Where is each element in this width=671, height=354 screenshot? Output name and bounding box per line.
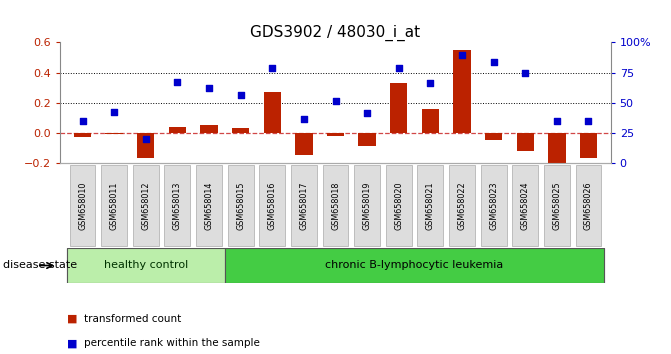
Point: [77, 118, 88, 124]
Point: [140, 136, 151, 142]
Text: transformed count: transformed count: [84, 314, 181, 324]
Bar: [201, 125, 217, 133]
Text: GSM658011: GSM658011: [109, 181, 119, 229]
Text: ■: ■: [67, 314, 78, 324]
Bar: [105, 133, 123, 134]
Text: GSM658017: GSM658017: [299, 181, 309, 230]
Bar: [232, 128, 250, 133]
Bar: [354, 165, 380, 246]
Point: [172, 79, 183, 85]
Bar: [196, 165, 222, 246]
Bar: [358, 133, 376, 146]
Text: GSM658021: GSM658021: [426, 181, 435, 230]
Bar: [421, 109, 439, 133]
Text: GSM658024: GSM658024: [521, 181, 529, 230]
Point: [362, 110, 372, 116]
Text: GSM658014: GSM658014: [205, 181, 213, 229]
Bar: [168, 127, 186, 133]
Bar: [327, 133, 344, 136]
Point: [109, 109, 119, 115]
Bar: [137, 133, 154, 158]
Bar: [480, 165, 507, 246]
Text: chronic B-lymphocytic leukemia: chronic B-lymphocytic leukemia: [325, 261, 504, 270]
Bar: [517, 133, 534, 151]
Point: [425, 80, 435, 86]
Text: GSM658015: GSM658015: [236, 181, 245, 230]
Bar: [259, 165, 285, 246]
Bar: [323, 165, 348, 246]
Bar: [225, 248, 605, 283]
Text: ■: ■: [67, 338, 78, 348]
Point: [267, 65, 278, 71]
Bar: [295, 133, 313, 155]
Bar: [454, 50, 470, 133]
Text: GSM658010: GSM658010: [78, 181, 87, 229]
Bar: [264, 92, 281, 133]
Point: [330, 98, 341, 104]
Bar: [417, 165, 444, 246]
Text: disease state: disease state: [3, 261, 77, 270]
Text: GSM658020: GSM658020: [395, 181, 403, 230]
Point: [520, 70, 531, 75]
Point: [299, 116, 309, 122]
Bar: [66, 248, 225, 283]
Text: healthy control: healthy control: [103, 261, 188, 270]
Bar: [512, 165, 538, 246]
Point: [236, 92, 246, 98]
Bar: [576, 165, 601, 246]
Bar: [548, 133, 566, 164]
Text: percentile rank within the sample: percentile rank within the sample: [84, 338, 260, 348]
Bar: [133, 165, 159, 246]
Point: [488, 59, 499, 65]
Text: GSM658013: GSM658013: [173, 181, 182, 229]
Bar: [449, 165, 475, 246]
Bar: [74, 133, 91, 137]
Point: [583, 118, 594, 124]
Bar: [544, 165, 570, 246]
Bar: [227, 165, 254, 246]
Text: GSM658019: GSM658019: [362, 181, 372, 230]
Bar: [390, 83, 407, 133]
Title: GDS3902 / 48030_i_at: GDS3902 / 48030_i_at: [250, 25, 421, 41]
Bar: [291, 165, 317, 246]
Text: GSM658023: GSM658023: [489, 181, 498, 230]
Bar: [101, 165, 127, 246]
Bar: [386, 165, 412, 246]
Text: GSM658026: GSM658026: [584, 181, 593, 230]
Bar: [580, 133, 597, 158]
Point: [393, 65, 404, 71]
Text: GSM658016: GSM658016: [268, 181, 276, 229]
Point: [203, 85, 214, 91]
Text: GSM658025: GSM658025: [552, 181, 562, 230]
Text: GSM658018: GSM658018: [331, 181, 340, 229]
Text: GSM658012: GSM658012: [142, 181, 150, 230]
Point: [457, 52, 468, 57]
Bar: [164, 165, 191, 246]
Point: [552, 118, 562, 124]
Bar: [485, 133, 503, 140]
Bar: [70, 165, 95, 246]
Text: GSM658022: GSM658022: [458, 181, 466, 230]
